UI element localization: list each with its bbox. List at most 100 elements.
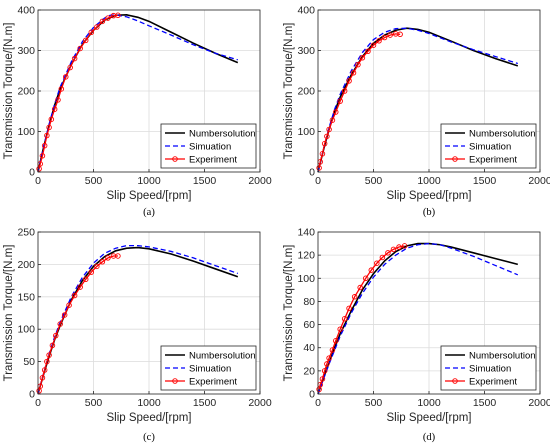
x-tick-label: 1000 [137, 175, 161, 187]
y-tick-label: 250 [17, 227, 35, 239]
legend-entry: Experiment [189, 377, 237, 388]
y-axis-label: Transmission Torque/[N.m] [283, 245, 295, 382]
data-point [333, 109, 339, 115]
data-point [105, 255, 111, 261]
chart-panel-1: 0 500 1000 1500 2000 0 100 200 300 400 Slip Speed/… [3, 5, 272, 219]
data-point [63, 74, 69, 80]
y-tick-label: 400 [297, 5, 315, 17]
series-line-numbersolution [317, 242, 519, 395]
data-point [337, 98, 343, 104]
data-point [346, 78, 352, 84]
x-tick-label: 500 [365, 397, 383, 409]
x-tick-label: 1500 [193, 397, 217, 409]
y-tick-label: 200 [17, 86, 35, 98]
data-point [67, 64, 73, 71]
data-point [326, 126, 332, 133]
x-tick-label: 1500 [473, 175, 497, 187]
data-point [88, 29, 95, 36]
data-point [319, 151, 326, 157]
data-point [66, 302, 72, 308]
y-axis-label: Transmission Torque/[N.m] [3, 23, 15, 160]
data-point [44, 358, 50, 365]
x-tick-label: 0 [315, 397, 321, 409]
data-point [41, 142, 48, 149]
y-tick-label: 100 [17, 126, 35, 138]
data-point [321, 140, 328, 147]
x-tick-label: 2000 [528, 397, 550, 409]
x-tick-label: 500 [85, 397, 103, 409]
y-tick-label: 300 [297, 45, 315, 57]
data-point [357, 284, 363, 291]
data-point [381, 34, 388, 41]
legend-marker [452, 378, 458, 384]
y-tick-label: 0 [309, 167, 315, 179]
data-point [370, 42, 377, 48]
y-tick-label: 0 [309, 389, 315, 401]
x-tick-label: 2000 [248, 175, 272, 187]
data-point [329, 347, 336, 353]
legend-entry: Simuation [189, 364, 231, 375]
data-point [355, 61, 361, 68]
data-point [71, 292, 78, 299]
data-point [94, 24, 100, 30]
data-point [77, 45, 83, 52]
legend-entry: Simuation [469, 364, 511, 375]
data-point [48, 116, 55, 123]
x-axis-label: Slip Speed/[rpm] [386, 190, 471, 202]
y-axis-label: Transmission Torque/[N.m] [283, 23, 295, 160]
data-point [319, 376, 326, 382]
x-axis-label: Slip Speed/[rpm] [386, 412, 471, 424]
data-point [385, 250, 391, 256]
data-point [316, 165, 322, 171]
chart-panel-3: 0 500 1000 1500 2000 0 50 100 150 200 250 Slip Spee… [3, 227, 272, 444]
y-tick-label: 0 [29, 167, 35, 179]
x-tick-label: 1000 [417, 175, 441, 187]
data-point [362, 275, 369, 282]
x-tick-label: 1000 [417, 397, 441, 409]
data-point [49, 342, 56, 349]
data-point [368, 267, 375, 273]
panel-label: (b) [423, 207, 436, 218]
legend: Numbersolution Simuation Experiment [160, 123, 257, 169]
legend: Numbersolution Simuation Experiment [160, 345, 257, 391]
data-point [365, 48, 371, 55]
data-point [346, 305, 352, 312]
y-tick-label: 0 [29, 389, 35, 401]
data-point [82, 37, 89, 44]
legend-entry: Numbersolution [469, 129, 536, 140]
x-tick-label: 1000 [137, 397, 161, 409]
y-tick-label: 100 [17, 324, 35, 336]
legend-entry: Experiment [469, 377, 517, 388]
y-tick-label: 150 [17, 291, 35, 303]
legend-marker [452, 156, 458, 162]
data-point [51, 106, 58, 112]
x-tick-label: 500 [85, 175, 103, 187]
data-point [39, 153, 46, 159]
data-point [341, 88, 348, 94]
panel-label: (d) [423, 432, 436, 443]
data-point [57, 321, 63, 327]
data-point [390, 246, 397, 253]
data-point [397, 31, 403, 38]
x-axis-label: Slip Speed/[rpm] [106, 412, 191, 424]
x-tick-label: 0 [315, 175, 321, 187]
legend-entry: Experiment [189, 155, 237, 166]
data-point [39, 375, 46, 381]
y-tick-label: 20 [303, 365, 315, 377]
data-point [71, 55, 78, 62]
y-tick-label: 200 [17, 259, 35, 271]
data-point [324, 133, 330, 140]
legend-entry: Numbersolution [469, 351, 536, 362]
data-point [396, 244, 402, 250]
legend-marker [172, 156, 178, 162]
y-tick-label: 80 [303, 296, 315, 308]
data-point [337, 326, 343, 332]
legend-entry: Experiment [469, 155, 517, 166]
data-point [321, 368, 328, 374]
legend-marker [172, 378, 178, 384]
data-point [44, 132, 50, 139]
y-tick-label: 400 [17, 5, 35, 17]
panel-label: (c) [143, 432, 155, 443]
x-tick-label: 500 [365, 175, 383, 187]
